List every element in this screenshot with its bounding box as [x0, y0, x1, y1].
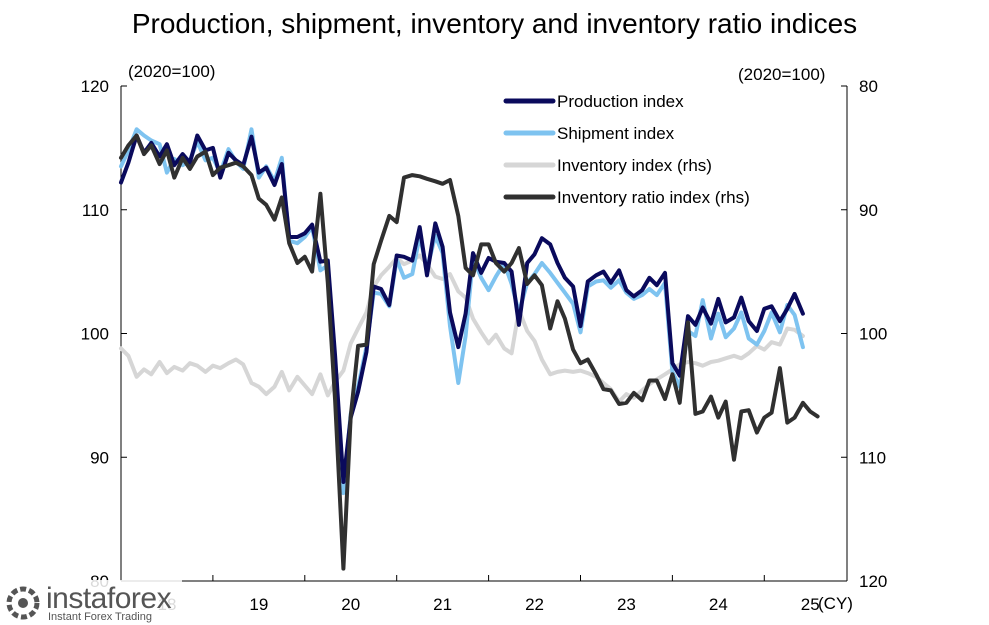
- x-tick-label: 19: [249, 595, 268, 614]
- x-tick-label: 22: [525, 595, 544, 614]
- legend-label: Inventory ratio index (rhs): [557, 188, 750, 207]
- series-line-inventory-ratio-index-rhs: [119, 133, 820, 571]
- series-line-production-index: [119, 133, 805, 484]
- right-y-tick-label: 120: [859, 572, 887, 591]
- legend-label: Inventory index (rhs): [557, 156, 712, 175]
- x-tick-label: 20: [341, 595, 360, 614]
- x-tick-label: 25: [801, 595, 820, 614]
- x-tick-label: 23: [617, 595, 636, 614]
- right-axis-unit: (2020=100): [738, 65, 825, 84]
- legend: Production index Shipment index Inventory …: [503, 92, 750, 207]
- right-y-tick-label: 110: [859, 448, 886, 467]
- right-y-tick-label: 100: [859, 325, 887, 344]
- watermark-tagline: Instant Forex Trading: [48, 611, 152, 623]
- left-y-tick-label: 100: [81, 325, 109, 344]
- chart-title: Production, shipment, inventory and inve…: [131, 8, 858, 39]
- left-y-tick-label: 110: [82, 201, 109, 220]
- watermark: instaforex Instant Forex Trading: [0, 580, 182, 625]
- series-lines: [119, 127, 820, 571]
- left-y-tick-label: 90: [90, 448, 109, 467]
- x-tick-label: 24: [709, 595, 728, 614]
- legend-label: Shipment index: [557, 124, 675, 143]
- axes: 8090100110120809010011012018192021222324…: [81, 77, 888, 614]
- legend-label: Production index: [557, 92, 684, 111]
- left-y-tick-label: 120: [81, 77, 109, 96]
- watermark-name: instaforex: [46, 582, 172, 615]
- right-y-tick-label: 80: [859, 77, 878, 96]
- instaforex-logo-icon: [6, 586, 40, 620]
- left-axis-unit: (2020=100): [128, 62, 215, 81]
- x-axis-unit: (CY): [818, 594, 853, 613]
- x-tick-label: 21: [433, 595, 452, 614]
- right-y-tick-label: 90: [859, 201, 878, 220]
